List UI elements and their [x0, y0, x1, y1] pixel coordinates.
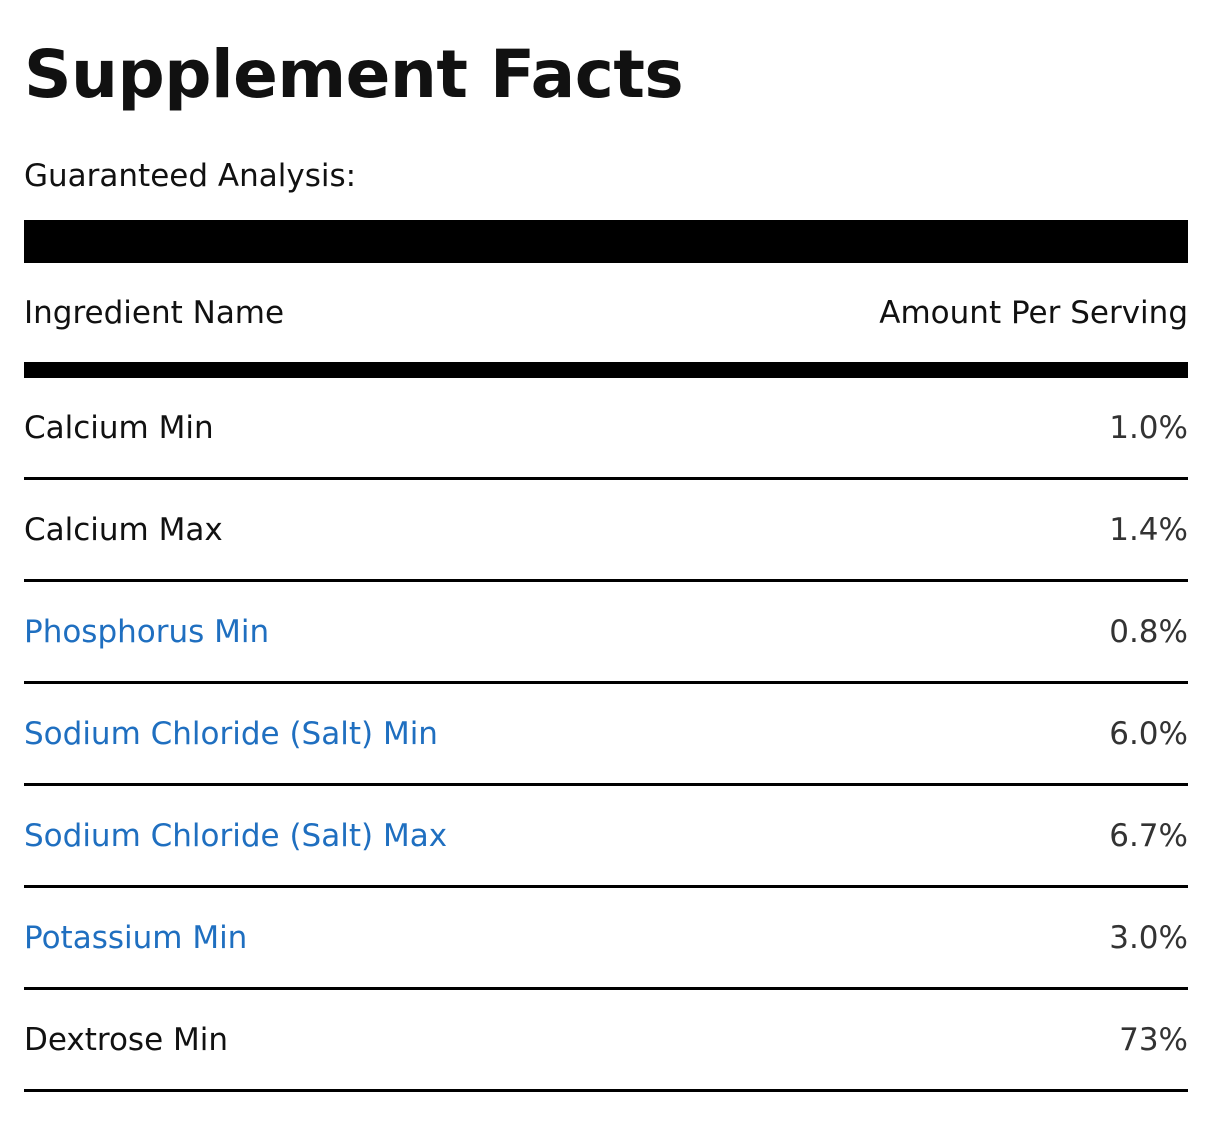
ingredient-amount: 1.0%: [1109, 409, 1188, 446]
ingredient-name: Dextrose Min: [24, 1021, 229, 1058]
ingredient-name-header: Ingredient Name: [24, 295, 285, 331]
table-row: Potassium Min 3.0%: [24, 888, 1188, 990]
ingredient-link[interactable]: Sodium Chloride (Salt) Max: [24, 817, 448, 854]
ingredient-name: Calcium Max: [24, 511, 223, 548]
page-title: Supplement Facts: [24, 36, 684, 113]
guaranteed-analysis-label: Guaranteed Analysis:: [24, 158, 357, 194]
ingredient-link[interactable]: Sodium Chloride (Salt) Min: [24, 715, 438, 752]
ingredient-amount: 6.0%: [1109, 715, 1188, 752]
table-row: Calcium Min 1.0%: [24, 378, 1188, 480]
header-divider: [24, 362, 1188, 378]
ingredient-amount: 3.0%: [1109, 919, 1188, 956]
table-row: Sodium Chloride (Salt) Max 6.7%: [24, 786, 1188, 888]
table-row: Sodium Chloride (Salt) Min 6.0%: [24, 684, 1188, 786]
thick-divider: [24, 220, 1188, 263]
ingredient-amount: 6.7%: [1109, 817, 1188, 854]
ingredient-name: Calcium Min: [24, 409, 214, 446]
amount-per-serving-header: Amount Per Serving: [879, 295, 1188, 331]
table-row: Dextrose Min 73%: [24, 990, 1188, 1092]
ingredient-amount: 0.8%: [1109, 613, 1188, 650]
table-header: Ingredient Name Amount Per Serving: [24, 290, 1188, 336]
ingredient-link[interactable]: Potassium Min: [24, 919, 248, 956]
ingredient-table: Calcium Min 1.0% Calcium Max 1.4% Phosphorus…: [24, 378, 1188, 1092]
table-row: Phosphorus Min 0.8%: [24, 582, 1188, 684]
ingredient-amount: 73%: [1119, 1021, 1188, 1058]
ingredient-link[interactable]: Phosphorus Min: [24, 613, 270, 650]
table-row: Calcium Max 1.4%: [24, 480, 1188, 582]
ingredient-amount: 1.4%: [1109, 511, 1188, 548]
